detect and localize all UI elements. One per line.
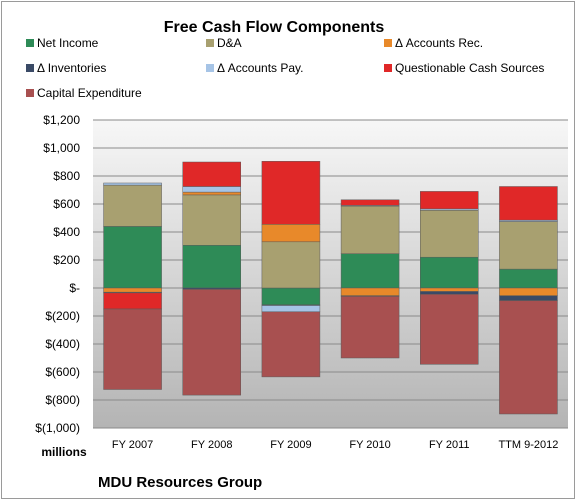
bar-accounts-rec-fy-2008 <box>182 191 241 196</box>
x-tick-label: FY 2008 <box>191 439 232 451</box>
y-tick-label: $600 <box>53 197 80 211</box>
bar-net-income-fy-2011 <box>420 256 479 289</box>
bar-d-a-ttm-9-2012 <box>499 221 558 270</box>
y-tick-label: $1,000 <box>43 141 80 155</box>
bar-questionable-cash-sources-fy-2007 <box>103 292 162 310</box>
legend-label-inventories: Δ Inventories <box>37 61 106 75</box>
legend-label-d-a: D&A <box>217 36 242 50</box>
bar-inventories-fy-2011 <box>420 291 479 295</box>
legend-label-net-income: Net Income <box>37 36 99 50</box>
y-tick-label: $(1,000) <box>35 421 80 435</box>
bar-questionable-cash-sources-fy-2011 <box>420 191 479 210</box>
bar-net-income-ttm-9-2012 <box>499 268 558 289</box>
bar-d-a-fy-2011 <box>420 210 479 258</box>
bar-questionable-cash-sources-fy-2009 <box>261 161 321 225</box>
y-tick-label: $(600) <box>45 365 80 379</box>
legend-swatch-net-income <box>26 39 34 47</box>
bar-accounts-rec-ttm-9-2012 <box>499 287 558 296</box>
bar-accounts-rec-fy-2007 <box>103 287 162 293</box>
legend-swatch-accounts-rec <box>384 39 392 47</box>
legend-swatch-inventories <box>26 64 34 72</box>
bar-net-income-fy-2007 <box>103 226 162 289</box>
bar-d-a-fy-2008 <box>182 194 241 246</box>
bar-capital-expenditure-ttm-9-2012 <box>499 300 558 415</box>
legend-swatch-capital-expenditure <box>26 89 34 97</box>
bar-accounts-pay-fy-2009 <box>261 305 321 313</box>
x-tick-label: FY 2010 <box>349 439 390 451</box>
x-tick-label: FY 2007 <box>112 439 153 451</box>
unit-label: millions <box>41 445 87 459</box>
y-tick-label: $400 <box>53 225 80 239</box>
y-tick-label: $(800) <box>45 393 80 407</box>
legend-label-questionable-cash-sources: Questionable Cash Sources <box>395 61 544 75</box>
bar-accounts-rec-fy-2011 <box>420 287 479 292</box>
bar-accounts-rec-fy-2010 <box>340 287 400 296</box>
bar-capital-expenditure-fy-2011 <box>420 294 479 365</box>
gridlines <box>93 119 568 429</box>
bar-net-income-fy-2009 <box>261 287 321 306</box>
x-tick-label: FY 2011 <box>429 439 470 451</box>
bar-d-a-fy-2010 <box>340 205 400 254</box>
y-axis: $1,200 $1,000 $800 $600 $400 $200 $- $(200) $(40… <box>35 113 80 435</box>
bar-capital-expenditure-fy-2010 <box>340 296 400 359</box>
y-tick-label: $1,200 <box>43 113 80 127</box>
bar-capital-expenditure-fy-2009 <box>261 311 321 378</box>
legend-label-capital-expenditure: Capital Expenditure <box>37 86 142 100</box>
y-tick-label: $800 <box>53 169 80 183</box>
plot-area <box>93 120 568 428</box>
bar-d-a-fy-2007 <box>103 184 162 227</box>
bar-net-income-fy-2008 <box>182 245 241 289</box>
bar-net-income-fy-2010 <box>340 253 400 289</box>
legend-label-accounts-rec: Δ Accounts Rec. <box>395 36 483 50</box>
company-label: MDU Resources Group <box>98 474 262 491</box>
y-tick-label: $(400) <box>45 337 80 351</box>
bar-inventories-ttm-9-2012 <box>499 295 558 301</box>
bar-questionable-cash-sources-fy-2008 <box>182 161 241 187</box>
chart-title: Free Cash Flow Components <box>164 19 385 36</box>
legend-swatch-accounts-pay <box>206 64 214 72</box>
x-axis: FY 2007 FY 2008 FY 2009 FY 2010 FY 2011 TTM 9… <box>112 439 558 451</box>
bar-questionable-cash-sources-ttm-9-2012 <box>499 186 558 221</box>
y-tick-label: $(200) <box>45 309 80 323</box>
bar-questionable-cash-sources-fy-2010 <box>340 199 400 206</box>
bars <box>103 161 558 415</box>
x-tick-label: FY 2009 <box>270 439 311 451</box>
bar-capital-expenditure-fy-2007 <box>103 308 162 390</box>
bar-accounts-pay-fy-2008 <box>182 186 241 193</box>
bar-accounts-rec-fy-2009 <box>261 224 321 243</box>
bar-d-a-fy-2009 <box>261 241 321 289</box>
x-tick-label: TTM 9-2012 <box>498 439 558 451</box>
y-tick-label: $200 <box>53 253 80 267</box>
legend-label-accounts-pay: Δ Accounts Pay. <box>217 61 304 75</box>
bar-capital-expenditure-fy-2008 <box>182 289 241 396</box>
legend: Net Income D&A Δ Accounts Rec. Δ Inventorie… <box>26 36 544 100</box>
bar-accounts-pay-fy-2007 <box>103 182 162 186</box>
legend-swatch-d-a <box>206 39 214 47</box>
legend-swatch-questionable-cash-sources <box>384 64 392 72</box>
y-tick-label: $- <box>69 281 80 295</box>
